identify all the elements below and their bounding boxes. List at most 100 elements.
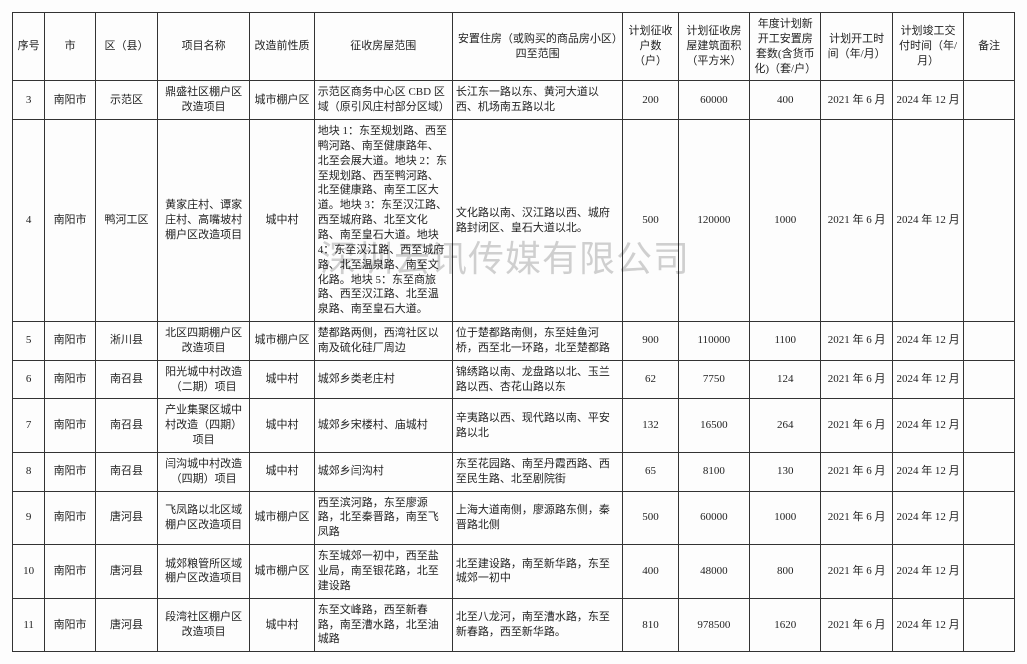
cell-city: 南阳市 xyxy=(45,322,96,361)
cell-district: 唐河县 xyxy=(95,545,157,599)
cell-end: 2024 年 12 月 xyxy=(892,399,963,453)
cell-end: 2024 年 12 月 xyxy=(892,81,963,120)
cell-resettle: 东至花园路、南至丹霞西路、西至民生路、北至剧院街 xyxy=(452,452,622,491)
cell-note xyxy=(964,491,1015,545)
cell-area: 7750 xyxy=(678,360,749,399)
cell-nature: 城中村 xyxy=(250,598,314,652)
table-row: 4南阳市鸭河工区黄家庄村、谭家庄村、高嘴坡村棚户区改造项目城中村地块 1：东至规… xyxy=(13,120,1015,322)
cell-resettle: 长江东一路以东、黄河大道以西、机场南五路以北 xyxy=(452,81,622,120)
cell-district: 鸭河工区 xyxy=(95,120,157,322)
cell-end: 2024 年 12 月 xyxy=(892,360,963,399)
cell-seq: 6 xyxy=(13,360,45,399)
col-city: 市 xyxy=(45,13,96,81)
cell-district: 淅川县 xyxy=(95,322,157,361)
table-row: 11南阳市唐河县段湾社区棚户区改造项目城中村东至文峰路，西至新春路，南至漕水路，… xyxy=(13,598,1015,652)
cell-nature: 城市棚户区 xyxy=(250,545,314,599)
cell-households: 132 xyxy=(623,399,678,453)
cell-city: 南阳市 xyxy=(45,360,96,399)
cell-note xyxy=(964,360,1015,399)
cell-start: 2021 年 6 月 xyxy=(821,81,892,120)
cell-district: 唐河县 xyxy=(95,491,157,545)
cell-households: 500 xyxy=(623,491,678,545)
cell-city: 南阳市 xyxy=(45,120,96,322)
cell-resettle: 位于楚都路南侧，东至娃鱼河桥，西至北一环路，北至楚都路 xyxy=(452,322,622,361)
cell-end: 2024 年 12 月 xyxy=(892,452,963,491)
cell-city: 南阳市 xyxy=(45,491,96,545)
cell-area: 60000 xyxy=(678,81,749,120)
cell-city: 南阳市 xyxy=(45,598,96,652)
cell-project: 阳光城中村改造（二期）项目 xyxy=(158,360,250,399)
cell-seq: 5 xyxy=(13,322,45,361)
cell-city: 南阳市 xyxy=(45,452,96,491)
cell-area: 978500 xyxy=(678,598,749,652)
cell-scope: 城郊乡类老庄村 xyxy=(314,360,452,399)
cell-nature: 城中村 xyxy=(250,452,314,491)
col-note: 备注 xyxy=(964,13,1015,81)
table-row: 9南阳市唐河县飞凤路以北区域棚户区改造项目城市棚户区西至滨河路，东至廖源路，北至… xyxy=(13,491,1015,545)
col-units: 年度计划新开工安置房套数(含货币化)（套/户） xyxy=(750,13,821,81)
cell-seq: 3 xyxy=(13,81,45,120)
col-district: 区（县） xyxy=(95,13,157,81)
cell-units: 400 xyxy=(750,81,821,120)
cell-units: 124 xyxy=(750,360,821,399)
table-row: 7南阳市南召县产业集聚区城中村改造（四期）项目城中村城郊乡宋楼村、庙城村辛夷路以… xyxy=(13,399,1015,453)
cell-households: 200 xyxy=(623,81,678,120)
cell-households: 900 xyxy=(623,322,678,361)
cell-project: 城郊粮管所区域棚户区改造项目 xyxy=(158,545,250,599)
cell-note xyxy=(964,120,1015,322)
cell-households: 65 xyxy=(623,452,678,491)
cell-district: 南召县 xyxy=(95,452,157,491)
project-table: 序号 市 区（县） 项目名称 改造前性质 征收房屋范围 安置住房（或购买的商品房… xyxy=(12,12,1015,652)
cell-end: 2024 年 12 月 xyxy=(892,322,963,361)
cell-end: 2024 年 12 月 xyxy=(892,545,963,599)
cell-area: 60000 xyxy=(678,491,749,545)
cell-start: 2021 年 6 月 xyxy=(821,322,892,361)
cell-city: 南阳市 xyxy=(45,81,96,120)
cell-start: 2021 年 6 月 xyxy=(821,598,892,652)
cell-start: 2021 年 6 月 xyxy=(821,452,892,491)
cell-scope: 示范区商务中心区 CBD 区域（原引风庄村部分区域） xyxy=(314,81,452,120)
cell-scope: 东至文峰路，西至新春路，南至漕水路，北至油城路 xyxy=(314,598,452,652)
cell-scope: 东至城郊一初中，西至盐业局，南至银花路，北至建设路 xyxy=(314,545,452,599)
cell-district: 南召县 xyxy=(95,360,157,399)
cell-district: 示范区 xyxy=(95,81,157,120)
cell-units: 1000 xyxy=(750,120,821,322)
cell-seq: 8 xyxy=(13,452,45,491)
cell-seq: 11 xyxy=(13,598,45,652)
cell-households: 500 xyxy=(623,120,678,322)
cell-note xyxy=(964,598,1015,652)
table-row: 6南阳市南召县阳光城中村改造（二期）项目城中村城郊乡类老庄村锦绣路以南、龙盘路以… xyxy=(13,360,1015,399)
col-end: 计划竣工交付时间（年/月） xyxy=(892,13,963,81)
cell-nature: 城市棚户区 xyxy=(250,491,314,545)
cell-nature: 城市棚户区 xyxy=(250,81,314,120)
cell-area: 110000 xyxy=(678,322,749,361)
cell-units: 800 xyxy=(750,545,821,599)
cell-city: 南阳市 xyxy=(45,545,96,599)
cell-resettle: 文化路以南、汉江路以西、城府路封闭区、皇石大道以北。 xyxy=(452,120,622,322)
cell-households: 400 xyxy=(623,545,678,599)
cell-nature: 城市棚户区 xyxy=(250,322,314,361)
cell-households: 62 xyxy=(623,360,678,399)
table-row: 5南阳市淅川县北区四期棚户区改造项目城市棚户区楚都路两侧，西湾社区以南及硫化硅厂… xyxy=(13,322,1015,361)
cell-end: 2024 年 12 月 xyxy=(892,598,963,652)
table-header-row: 序号 市 区（县） 项目名称 改造前性质 征收房屋范围 安置住房（或购买的商品房… xyxy=(13,13,1015,81)
cell-start: 2021 年 6 月 xyxy=(821,360,892,399)
cell-scope: 楚都路两侧，西湾社区以南及硫化硅厂周边 xyxy=(314,322,452,361)
cell-note xyxy=(964,452,1015,491)
col-scope: 征收房屋范围 xyxy=(314,13,452,81)
cell-resettle: 北至建设路，南至新华路，东至城郊一初中 xyxy=(452,545,622,599)
cell-scope: 西至滨河路，东至廖源路，北至秦晋路，南至飞凤路 xyxy=(314,491,452,545)
cell-resettle: 上海大道南侧，廖源路东侧，秦晋路北侧 xyxy=(452,491,622,545)
cell-resettle: 北至八龙河，南至漕水路，东至新春路，西至新华路。 xyxy=(452,598,622,652)
cell-scope: 地块 1：东至规划路、西至鸭河路、南至健康路年、北至会展大道。地块 2：东至规划… xyxy=(314,120,452,322)
cell-project: 黄家庄村、谭家庄村、高嘴坡村棚户区改造项目 xyxy=(158,120,250,322)
cell-project: 闫沟城中村改造（四期）项目 xyxy=(158,452,250,491)
cell-units: 1100 xyxy=(750,322,821,361)
cell-note xyxy=(964,399,1015,453)
table-row: 8南阳市南召县闫沟城中村改造（四期）项目城中村城郊乡闫沟村东至花园路、南至丹霞西… xyxy=(13,452,1015,491)
cell-scope: 城郊乡闫沟村 xyxy=(314,452,452,491)
cell-start: 2021 年 6 月 xyxy=(821,491,892,545)
col-start: 计划开工时间（年/月） xyxy=(821,13,892,81)
col-project: 项目名称 xyxy=(158,13,250,81)
cell-city: 南阳市 xyxy=(45,399,96,453)
